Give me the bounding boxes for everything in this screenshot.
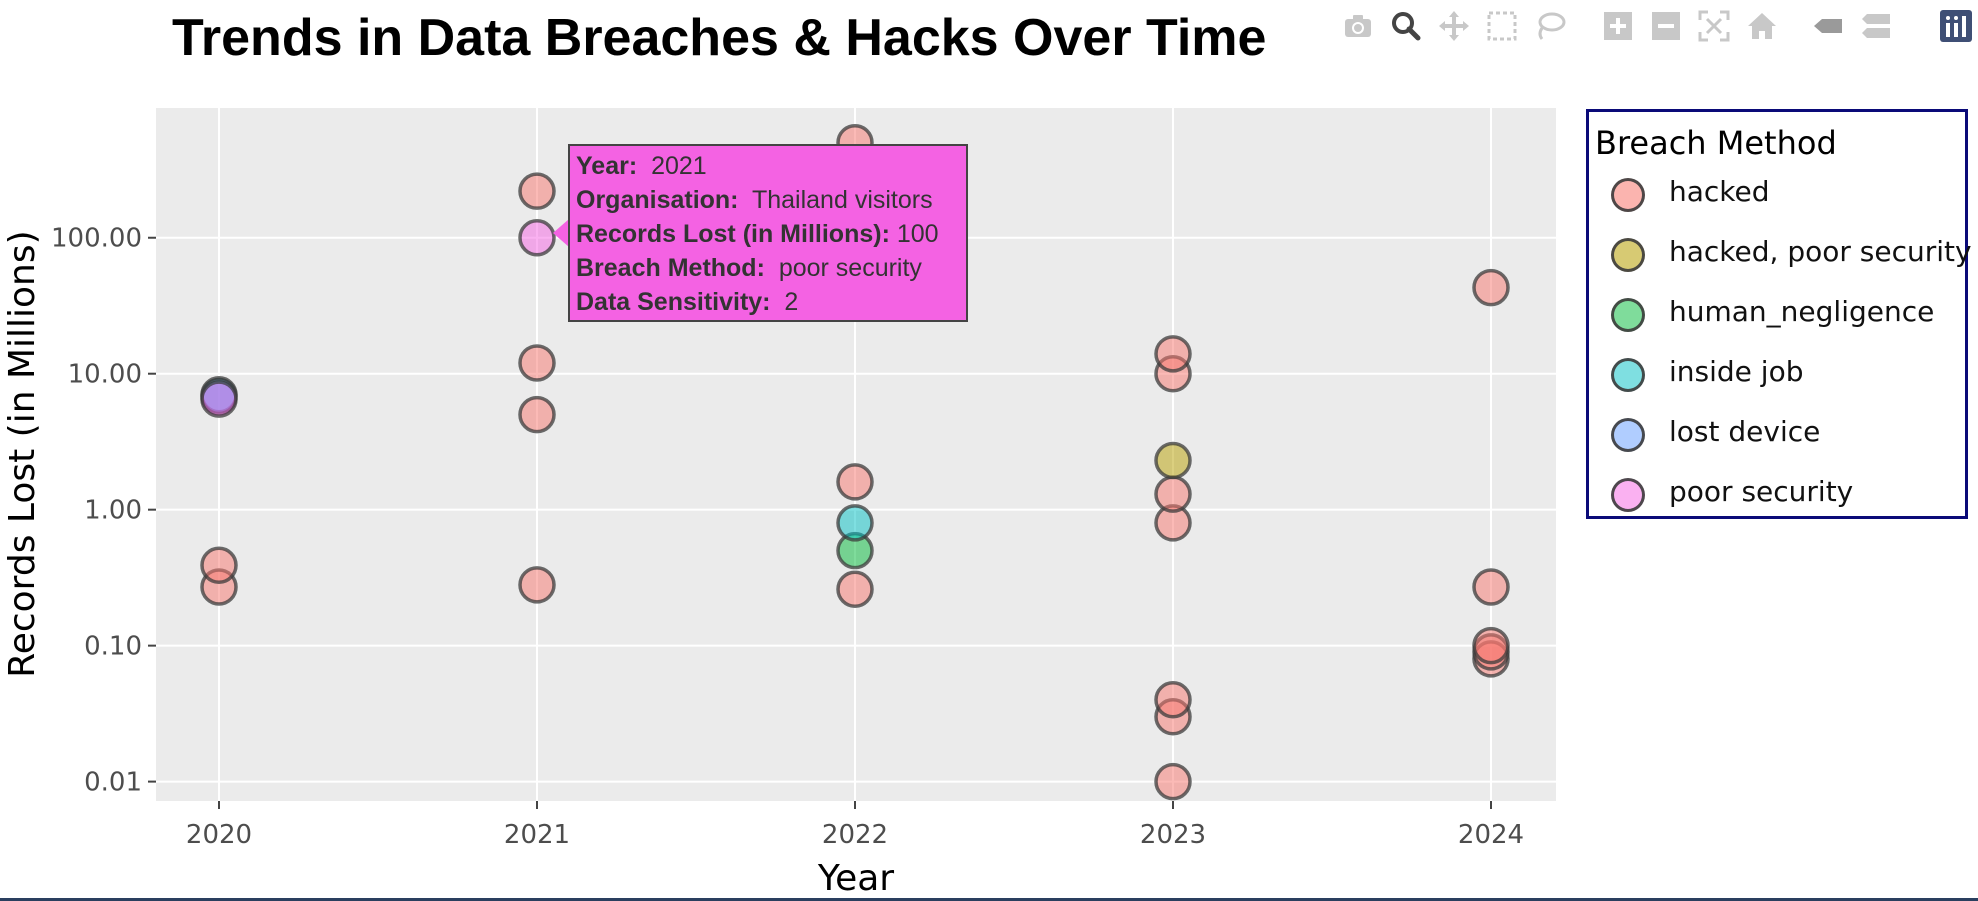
legend-label: hacked, poor security <box>1669 235 1972 268</box>
lasso-select-icon[interactable] <box>1532 8 1568 44</box>
y-tick-label: 1.00 <box>84 496 142 526</box>
x-tick-label: 2020 <box>186 820 252 850</box>
data-point-hacked[interactable] <box>836 570 874 608</box>
tooltip-arrow <box>553 219 569 247</box>
tooltip-key: Organisation: <box>576 186 739 214</box>
legend-marker-icon <box>1611 298 1645 332</box>
pan-icon[interactable] <box>1436 8 1472 44</box>
legend-marker-icon <box>1611 478 1645 512</box>
camera-icon[interactable] <box>1340 8 1376 44</box>
hover-tooltip: Year: 2021 Organisation: Thailand visito… <box>568 144 968 322</box>
reset-axes-icon[interactable] <box>1744 8 1780 44</box>
legend-label: lost device <box>1669 415 1821 448</box>
legend-marker-icon <box>1611 178 1645 212</box>
tooltip-row-sensitivity: Data Sensitivity: 2 <box>576 288 798 317</box>
x-tick-label: 2021 <box>504 820 570 850</box>
tooltip-row-method: Breach Method: poor security <box>576 254 922 283</box>
data-point-hacked[interactable] <box>836 463 874 501</box>
legend: Breach Method hacked hacked, poor securi… <box>1586 109 1972 522</box>
data-point-poor-security[interactable] <box>518 218 556 257</box>
data-point-hacked[interactable] <box>1154 762 1192 801</box>
bottom-border <box>0 898 1978 901</box>
legend-item-hacked-poor-security[interactable]: hacked, poor security <box>1589 226 1972 282</box>
legend-item-lost-device[interactable]: lost device <box>1589 406 1965 462</box>
y-tick-label: 10.00 <box>68 360 142 390</box>
data-point-hacked[interactable] <box>1154 680 1192 719</box>
legend-item-hacked[interactable]: hacked <box>1589 166 1965 222</box>
data-point-hacked[interactable] <box>518 566 556 604</box>
zoom-icon[interactable] <box>1388 8 1424 44</box>
data-point-hacked[interactable] <box>518 395 556 434</box>
data-point-hacked[interactable] <box>1472 268 1510 307</box>
data-point-hacked[interactable] <box>1472 626 1510 665</box>
y-axis-label: Records Lost (in Millions) <box>2 230 43 677</box>
x-tick-label: 2022 <box>822 820 888 850</box>
y-tick-label: 0.01 <box>84 768 142 798</box>
data-point-hacked[interactable] <box>1154 475 1192 513</box>
tooltip-value: Thailand visitors <box>751 186 933 214</box>
data-point-hacked[interactable] <box>1154 335 1192 373</box>
data-point-inside-job[interactable] <box>836 504 874 542</box>
tooltip-key: Year: <box>576 152 638 180</box>
tooltip-key: Breach Method: <box>576 254 765 282</box>
legend-marker-icon <box>1611 238 1645 272</box>
data-points <box>200 123 1510 801</box>
legend-item-human-negligence[interactable]: human_negligence <box>1589 286 1965 342</box>
tooltip-row-organisation: Organisation: Thailand visitors <box>576 186 933 215</box>
chart-title: Trends in Data Breaches & Hacks Over Tim… <box>172 9 1267 67</box>
y-tick-label: 0.10 <box>84 632 142 662</box>
tooltip-value: 2021 <box>651 152 707 180</box>
tooltip-row-year: Year: 2021 <box>576 152 707 181</box>
legend-marker-icon <box>1611 358 1645 392</box>
legend-label: human_negligence <box>1669 295 1935 328</box>
tooltip-value: 2 <box>784 288 799 316</box>
tooltip-key: Data Sensitivity: <box>576 288 771 316</box>
data-point-hacked[interactable] <box>200 546 238 585</box>
data-point-hacked-poor-security[interactable] <box>1154 441 1192 480</box>
x-axis-ticks: 2020 2021 2022 2023 2024 <box>186 801 1524 850</box>
tooltip-key: Records Lost (in Millions): <box>576 220 890 248</box>
zoom-out-icon[interactable] <box>1648 8 1684 44</box>
spike-lines-icon[interactable] <box>1810 8 1846 44</box>
plotly-logo-icon[interactable] <box>1938 8 1972 44</box>
legend-item-inside-job[interactable]: inside job <box>1589 346 1965 402</box>
legend-label: inside job <box>1669 355 1804 388</box>
data-point-hacked[interactable] <box>1472 568 1510 606</box>
tooltip-row-records: Records Lost (in Millions): 100 <box>576 220 939 249</box>
y-axis-ticks: 0.01 0.10 1.00 10.00 100.00 <box>51 224 156 798</box>
zoom-in-icon[interactable] <box>1600 8 1636 44</box>
y-tick-label: 100.00 <box>51 224 142 254</box>
autoscale-icon[interactable] <box>1696 8 1732 44</box>
box-select-icon[interactable] <box>1484 8 1520 44</box>
data-point-hacked[interactable] <box>518 344 556 382</box>
legend-title: Breach Method <box>1595 124 1837 162</box>
legend-item-poor-security[interactable]: poor security <box>1589 466 1965 522</box>
tooltip-value: 100 <box>896 220 939 248</box>
legend-label: poor security <box>1669 475 1854 508</box>
compare-hover-icon[interactable] <box>1858 8 1894 44</box>
x-axis-label: Year <box>817 858 894 899</box>
legend-label: hacked <box>1669 175 1770 208</box>
x-tick-label: 2024 <box>1458 820 1524 850</box>
data-point-poor-security[interactable] <box>200 380 238 418</box>
legend-marker-icon <box>1611 418 1645 452</box>
x-tick-label: 2023 <box>1140 820 1206 850</box>
tooltip-value: poor security <box>778 254 922 282</box>
data-point-hacked[interactable] <box>518 172 556 210</box>
